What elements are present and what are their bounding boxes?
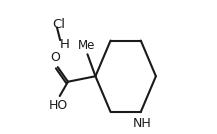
- Text: NH: NH: [133, 117, 151, 130]
- Text: HO: HO: [49, 99, 68, 112]
- Text: O: O: [51, 51, 61, 64]
- Text: Me: Me: [77, 39, 95, 52]
- Text: H: H: [60, 38, 70, 51]
- Text: Cl: Cl: [52, 18, 65, 31]
